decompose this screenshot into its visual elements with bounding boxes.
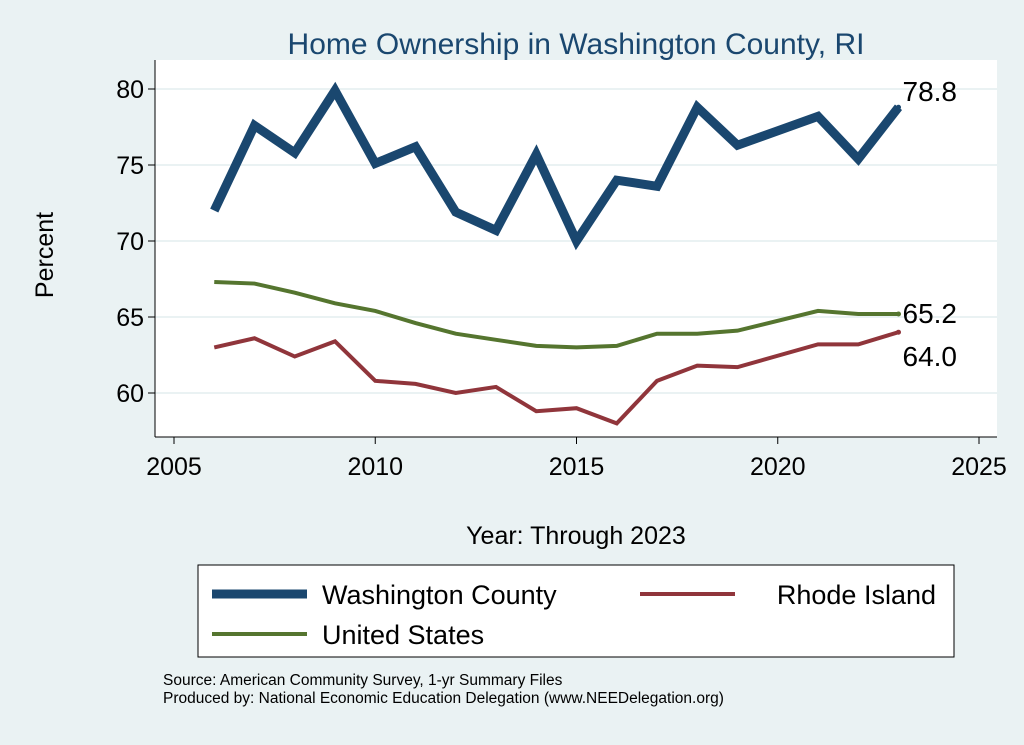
end-label: 64.0 [903,341,958,372]
legend-label: Washington County [322,580,557,610]
x-tick-label: 2005 [146,453,202,481]
end-point [896,104,901,110]
end-point [896,311,901,317]
legend-label: United States [322,620,484,650]
x-tick-label: 2025 [951,453,1007,481]
end-point [896,329,901,335]
y-tick-label: 80 [116,76,144,104]
end-label: 78.8 [903,76,958,107]
chart-title: Home Ownership in Washington County, RI [288,28,865,61]
y-axis-label: Percent [31,212,59,298]
series-line-united-states [214,280,899,350]
legend-label: Rhode Island [777,580,936,610]
x-tick-label: 2015 [549,453,605,481]
end-label: 65.2 [903,298,958,329]
y-tick-label: 75 [116,152,144,180]
y-tick-label: 60 [116,380,144,408]
y-tick-label: 70 [116,228,144,256]
y-tick-label: 65 [116,304,144,332]
x-tick-label: 2010 [347,453,403,481]
producer-note: Produced by: National Economic Education… [163,690,724,707]
source-note: Source: American Community Survey, 1-yr … [163,672,563,689]
series-line-washington-county [210,81,903,251]
x-tick-label: 2020 [750,453,806,481]
series-line-rhode-island [213,330,900,426]
x-axis-label: Year: Through 2023 [466,522,686,550]
legend [197,564,955,658]
